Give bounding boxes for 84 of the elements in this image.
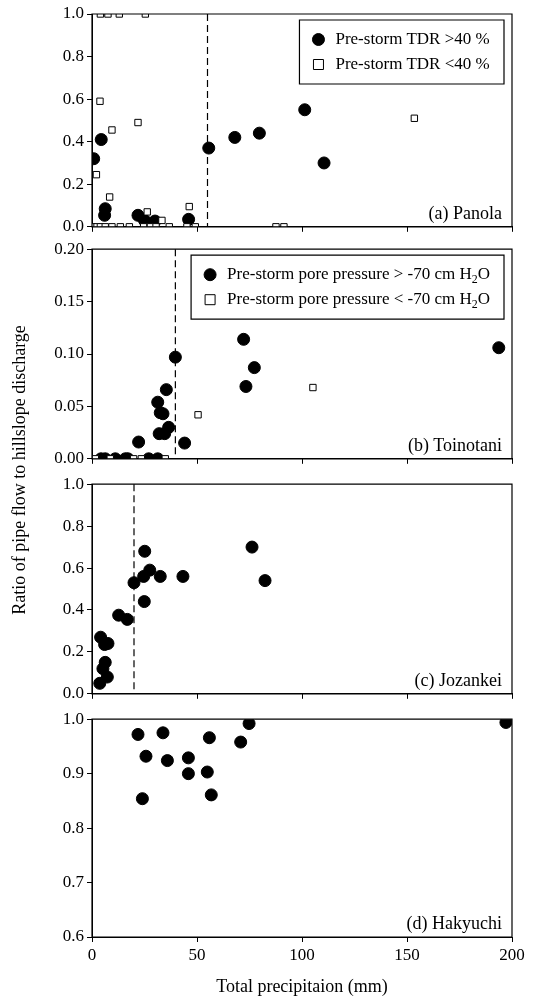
point — [168, 350, 182, 364]
point — [181, 751, 195, 765]
point — [135, 792, 149, 806]
annotation: (d) Hakyuchi — [406, 913, 502, 934]
point — [202, 141, 216, 155]
point — [492, 341, 506, 355]
point — [242, 719, 256, 731]
point — [247, 361, 261, 375]
y-tick-label: 0.0 — [62, 216, 84, 236]
y-tick-label: 0.9 — [62, 763, 84, 783]
point — [410, 114, 419, 122]
point — [92, 170, 101, 179]
point — [245, 540, 259, 554]
point — [499, 719, 512, 729]
point — [178, 436, 192, 450]
annotation: (c) Jozankei — [414, 669, 502, 691]
point — [139, 749, 153, 763]
x-tick-label: 150 — [394, 944, 420, 964]
point — [237, 332, 251, 346]
point — [309, 383, 317, 392]
point — [258, 574, 272, 588]
legend-label: Pre-storm TDR <40 % — [335, 53, 490, 73]
point — [317, 156, 331, 170]
point — [185, 202, 193, 211]
point — [160, 754, 174, 768]
point — [239, 379, 253, 393]
point — [153, 569, 167, 583]
point — [143, 563, 157, 577]
annotation: (a) Panola — [428, 202, 503, 224]
point — [143, 208, 151, 216]
point — [176, 569, 190, 583]
y-tick-label: 0.05 — [54, 395, 84, 415]
point — [202, 731, 216, 745]
point — [228, 130, 242, 144]
y-tick-label: 0.4 — [62, 599, 85, 619]
x-tick-label: 200 — [499, 944, 525, 964]
y-tick-label: 0.00 — [54, 448, 84, 468]
legend-label: Pre-storm TDR >40 % — [335, 28, 490, 48]
x-tick-label: 50 — [188, 944, 206, 964]
point — [158, 216, 166, 225]
point — [194, 411, 202, 419]
y-tick-label: 0.8 — [62, 817, 84, 837]
y-tick-label: 0.2 — [62, 641, 84, 661]
annotation: (b) Toinotani — [408, 434, 502, 456]
y-tick-label: 0.8 — [62, 515, 84, 535]
y-tick-label: 0.20 — [54, 238, 84, 258]
point — [162, 420, 176, 434]
y-tick-label: 0.15 — [54, 291, 84, 311]
y-tick-label: 0.6 — [62, 557, 84, 577]
point — [156, 726, 170, 740]
point — [93, 676, 107, 690]
point — [131, 727, 145, 741]
point — [200, 765, 214, 779]
point — [108, 126, 116, 134]
point — [105, 193, 114, 201]
y-tick-label: 0.4 — [62, 131, 85, 151]
point — [137, 595, 151, 609]
x-tick-label: 0 — [87, 944, 97, 964]
y-tick-label: 0.8 — [62, 46, 84, 66]
point — [151, 395, 165, 409]
y-tick-label: 0.2 — [62, 173, 84, 193]
point — [252, 126, 266, 140]
point — [134, 118, 142, 127]
point — [234, 735, 248, 749]
y-tick-label: 0.0 — [62, 683, 84, 703]
y-tick-label: 0.6 — [62, 88, 84, 108]
y-tick-label: 0.10 — [54, 343, 84, 363]
point — [96, 97, 104, 105]
point — [120, 612, 134, 626]
point — [204, 788, 218, 802]
y-tick-label: 0.6 — [62, 926, 84, 946]
y-tick-label: 0.7 — [62, 872, 85, 892]
x-axis-title: Total precipitaion (mm) — [216, 975, 388, 997]
y-axis-title: Ratio of pipe flow to hillslope discharge — [8, 325, 30, 615]
y-tick-label: 1.0 — [62, 473, 84, 493]
point — [159, 383, 173, 397]
y-tick-label: 1.0 — [62, 3, 84, 23]
y-tick-label: 1.0 — [62, 708, 84, 728]
point — [138, 544, 152, 558]
point — [181, 767, 195, 781]
x-tick-label: 100 — [289, 944, 315, 964]
point — [298, 103, 312, 117]
point — [132, 435, 146, 449]
point — [94, 133, 108, 147]
